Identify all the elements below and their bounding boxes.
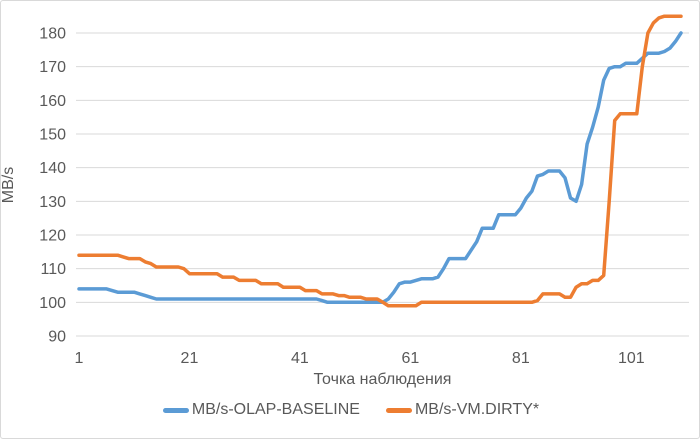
y-tick-label-150: 150 [39, 127, 66, 144]
x-tick-label-41: 41 [291, 350, 309, 367]
y-tick-label-170: 170 [39, 59, 66, 76]
y-axis-title: MB/s [0, 166, 17, 204]
y-tick-label-140: 140 [39, 160, 66, 177]
y-tick-label-110: 110 [40, 261, 66, 278]
series2-line-swatch [385, 407, 412, 413]
legend-label-olap-baseline: MB/s-OLAP-BASELINE [191, 401, 360, 418]
y-tick-label-100: 100 [39, 295, 66, 312]
legend-label-vm-dirty: MB/s-VM.DIRTY* [414, 401, 540, 418]
series-line-2 [77, 14, 683, 308]
y-tick-label-180: 180 [39, 26, 66, 43]
y-tick-label-130: 130 [39, 194, 66, 211]
x-axis-title: Точка наблюдения [313, 371, 452, 388]
x-tick-label-21: 21 [181, 350, 199, 367]
y-tick-label-120: 120 [39, 228, 66, 245]
x-tick-label-101: 101 [618, 350, 645, 367]
legend: MB/s-OLAP-BASELINE MB/s-VM.DIRTY* [1, 401, 699, 419]
series1-line-swatch [162, 407, 189, 413]
x-tick-label-81: 81 [512, 350, 530, 367]
x-tick-label-61: 61 [401, 350, 419, 367]
y-tick-label-90: 90 [48, 329, 66, 346]
legend-item-olap-baseline: MB/s-OLAP-BASELINE [162, 401, 360, 419]
x-tick-label-1: 1 [75, 350, 84, 367]
y-tick-label-160: 160 [39, 93, 66, 110]
legend-item-vm-dirty: MB/s-VM.DIRTY* [385, 401, 540, 419]
